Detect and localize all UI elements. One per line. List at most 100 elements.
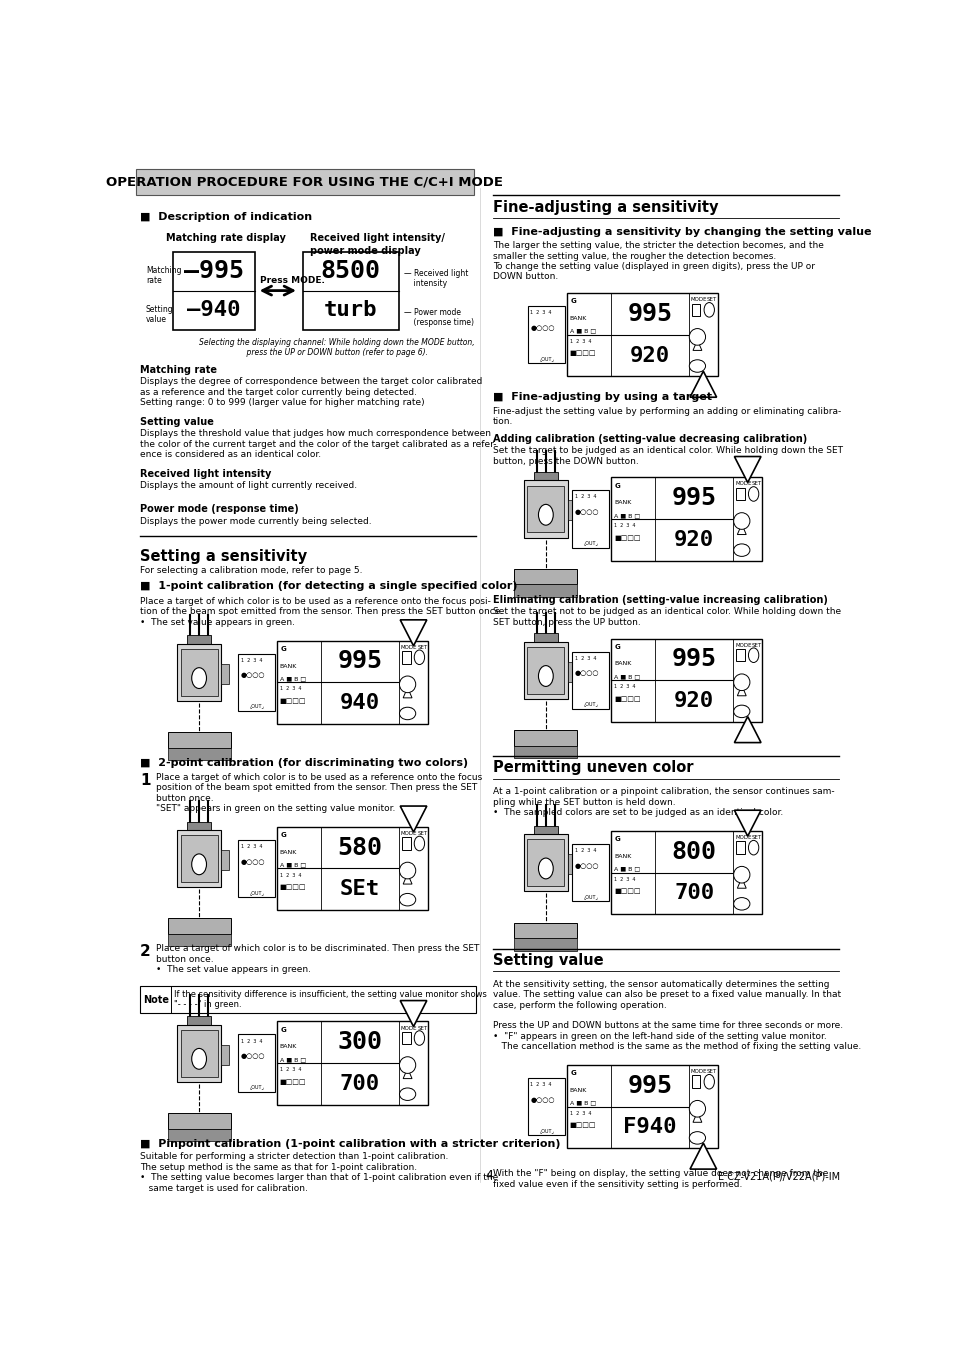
Text: A ■ B □: A ■ B □ xyxy=(279,862,306,867)
Text: ■  1-point calibration (for detecting a single specified color): ■ 1-point calibration (for detecting a s… xyxy=(140,581,517,592)
Polygon shape xyxy=(737,685,745,696)
Text: BANK: BANK xyxy=(613,662,631,666)
Circle shape xyxy=(703,1074,714,1089)
Text: G: G xyxy=(280,832,286,838)
Text: BANK: BANK xyxy=(569,1088,586,1093)
FancyBboxPatch shape xyxy=(168,1113,231,1128)
Text: At the sensitivity setting, the sensor automatically determines the setting
valu: At the sensitivity setting, the sensor a… xyxy=(492,979,840,1009)
Circle shape xyxy=(748,486,758,501)
FancyBboxPatch shape xyxy=(276,827,428,911)
Polygon shape xyxy=(734,457,760,482)
Text: 1  2  3  4: 1 2 3 4 xyxy=(279,1067,301,1073)
FancyBboxPatch shape xyxy=(610,831,761,915)
Text: A ■ B □: A ■ B □ xyxy=(613,512,639,517)
FancyBboxPatch shape xyxy=(176,830,221,888)
Text: 800: 800 xyxy=(671,840,716,863)
Text: ●○○○: ●○○○ xyxy=(574,509,598,515)
Text: — Power mode
    (response time): — Power mode (response time) xyxy=(403,308,474,327)
Text: SET: SET xyxy=(751,643,760,647)
Polygon shape xyxy=(692,1132,701,1142)
Text: G: G xyxy=(570,299,576,304)
Text: Displays the threshold value that judges how much correspondence between
the col: Displays the threshold value that judges… xyxy=(140,430,496,459)
Text: 300: 300 xyxy=(337,1031,382,1054)
Text: ⌞OUT⌟: ⌞OUT⌟ xyxy=(249,1085,264,1089)
Polygon shape xyxy=(734,811,760,836)
Text: Place a target of which color is to be used as a reference onto the focus posi-
: Place a target of which color is to be u… xyxy=(140,597,502,627)
FancyBboxPatch shape xyxy=(514,923,577,938)
Text: SET: SET xyxy=(751,481,760,486)
Ellipse shape xyxy=(399,676,416,693)
Text: 920: 920 xyxy=(674,530,714,550)
Text: A ■ B □: A ■ B □ xyxy=(279,676,306,681)
Ellipse shape xyxy=(689,1132,705,1144)
FancyBboxPatch shape xyxy=(691,304,700,316)
Text: 995: 995 xyxy=(671,486,716,511)
FancyBboxPatch shape xyxy=(691,1075,700,1088)
FancyBboxPatch shape xyxy=(527,647,564,693)
Text: ●○○○: ●○○○ xyxy=(240,1054,265,1059)
FancyBboxPatch shape xyxy=(610,639,761,721)
Text: Setting a sensitivity: Setting a sensitivity xyxy=(140,549,307,565)
Text: Place a target of which color is to be discriminated. Then press the SET
button : Place a target of which color is to be d… xyxy=(156,944,479,974)
FancyBboxPatch shape xyxy=(302,251,398,330)
Polygon shape xyxy=(737,898,745,907)
Ellipse shape xyxy=(399,707,416,720)
Text: ■  Pinpoint calibration (1-point calibration with a stricter criterion): ■ Pinpoint calibration (1-point calibrat… xyxy=(140,1139,559,1148)
Text: Place a target of which color is to be used as a reference onto the focus
positi: Place a target of which color is to be u… xyxy=(156,773,482,813)
Text: G: G xyxy=(570,1070,576,1077)
FancyBboxPatch shape xyxy=(572,651,609,709)
Text: 995: 995 xyxy=(626,303,672,326)
Polygon shape xyxy=(689,1143,716,1169)
Text: ■  Fine-adjusting by using a target: ■ Fine-adjusting by using a target xyxy=(492,392,711,403)
FancyBboxPatch shape xyxy=(514,730,577,746)
Text: The larger the setting value, the stricter the detection becomes, and the
smalle: The larger the setting value, the strict… xyxy=(492,242,822,281)
Text: 1  2  3  4: 1 2 3 4 xyxy=(240,658,262,663)
Polygon shape xyxy=(734,716,760,743)
FancyBboxPatch shape xyxy=(180,1029,217,1077)
Text: MODE: MODE xyxy=(400,644,417,650)
FancyBboxPatch shape xyxy=(527,485,564,532)
FancyBboxPatch shape xyxy=(401,651,410,663)
Text: SET: SET xyxy=(416,831,427,836)
Polygon shape xyxy=(689,372,716,397)
Circle shape xyxy=(414,650,424,665)
Polygon shape xyxy=(403,1089,412,1097)
Text: ■□□□: ■□□□ xyxy=(279,1078,306,1085)
FancyBboxPatch shape xyxy=(567,500,575,520)
Text: BANK: BANK xyxy=(613,500,631,505)
Text: 995: 995 xyxy=(671,647,716,671)
FancyBboxPatch shape xyxy=(168,748,231,761)
Text: ●○○○: ●○○○ xyxy=(574,863,598,869)
Text: BANK: BANK xyxy=(279,1044,296,1050)
Circle shape xyxy=(537,666,553,686)
Text: ■□□□: ■□□□ xyxy=(279,698,306,704)
Text: G: G xyxy=(614,482,619,489)
Circle shape xyxy=(748,840,758,855)
Text: A ■ B □: A ■ B □ xyxy=(569,328,595,334)
Text: power mode display: power mode display xyxy=(310,246,420,257)
FancyBboxPatch shape xyxy=(135,169,474,196)
Polygon shape xyxy=(400,1001,426,1027)
Text: 1  2  3  4: 1 2 3 4 xyxy=(279,686,301,692)
Text: MODE: MODE xyxy=(735,643,751,647)
Text: ●○○○: ●○○○ xyxy=(574,670,598,677)
Text: Press MODE.: Press MODE. xyxy=(260,276,325,285)
FancyBboxPatch shape xyxy=(735,648,744,662)
Text: Matching rate display: Matching rate display xyxy=(166,232,285,243)
FancyBboxPatch shape xyxy=(238,840,275,897)
Text: With the "F" being on display, the setting value does not change from the
fixed : With the "F" being on display, the setti… xyxy=(492,1169,827,1189)
Text: ⌞OUT⌟: ⌞OUT⌟ xyxy=(583,540,598,546)
Text: ●○○○: ●○○○ xyxy=(240,859,265,865)
Polygon shape xyxy=(692,361,701,369)
Text: ●○○○: ●○○○ xyxy=(530,1097,555,1102)
Text: MODE: MODE xyxy=(735,481,751,486)
Text: SET: SET xyxy=(751,835,760,840)
Text: A ■ B □: A ■ B □ xyxy=(569,1101,595,1105)
Text: BANK: BANK xyxy=(569,316,586,322)
FancyBboxPatch shape xyxy=(176,1024,221,1082)
Text: 4: 4 xyxy=(484,1169,493,1182)
Text: Displays the degree of correspondence between the target color calibrated
as a r: Displays the degree of correspondence be… xyxy=(140,377,482,407)
Text: SET: SET xyxy=(706,1069,717,1074)
Text: 2: 2 xyxy=(140,944,151,959)
Ellipse shape xyxy=(733,544,749,557)
